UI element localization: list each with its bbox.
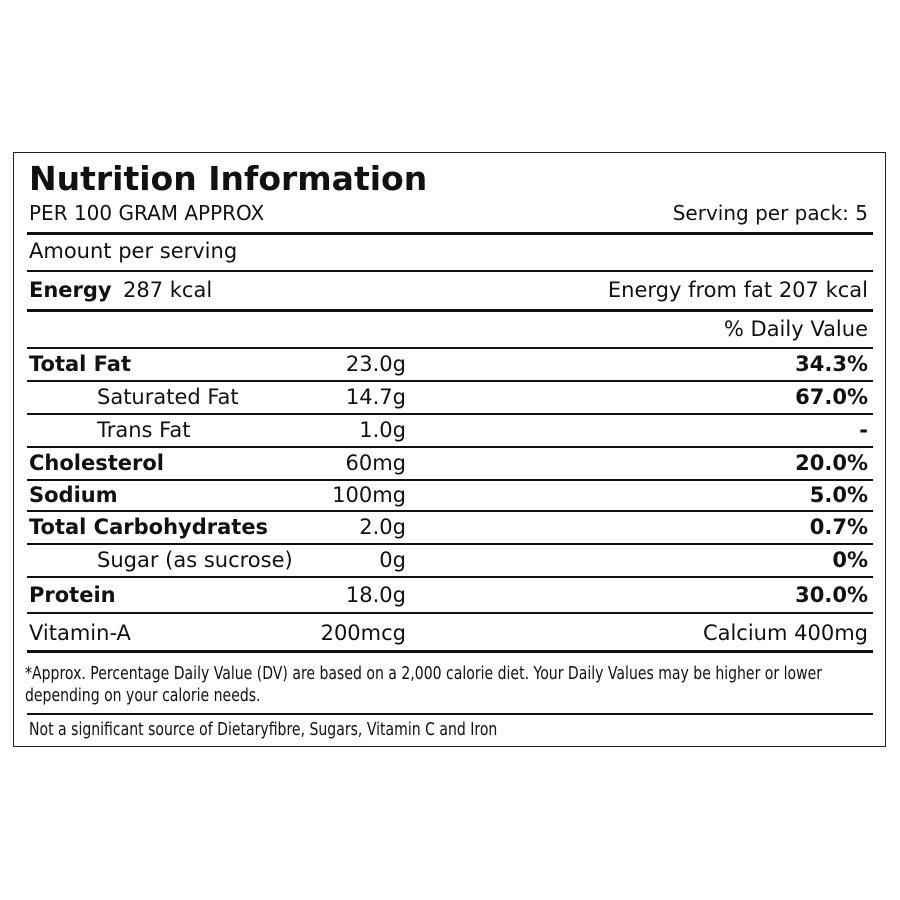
nutrient-dv: 20.0% xyxy=(795,451,868,475)
nutrient-amount: 23.0g xyxy=(345,352,406,376)
energy-value: 287 kcal xyxy=(123,278,213,302)
nutrient-name: Cholesterol xyxy=(29,451,164,475)
rule xyxy=(27,510,873,512)
rule xyxy=(27,380,873,382)
rule xyxy=(27,650,873,653)
nutrient-name: Total Fat xyxy=(29,352,132,376)
title: Nutrition Information xyxy=(29,159,428,198)
nutrient-amount: 14.7g xyxy=(345,385,406,409)
dv-heading: % Daily Value xyxy=(723,317,868,341)
rule xyxy=(27,347,873,349)
rule xyxy=(27,612,873,614)
rule xyxy=(27,232,873,235)
nutrient-dv: - xyxy=(859,418,868,442)
nutrient-dv: 0.7% xyxy=(809,515,868,539)
footnote: *Approx. Percentage Daily Value (DV) are… xyxy=(25,663,823,706)
note: Not a significant source of Dietaryfibre… xyxy=(29,719,498,740)
nutrient-name: Protein xyxy=(29,582,116,607)
energy-label: Energy xyxy=(29,278,112,302)
servings: Serving per pack: 5 xyxy=(672,201,868,225)
nutrient-name: Total Carbohydrates xyxy=(29,515,269,539)
nutrient-dv: 0% xyxy=(832,548,868,572)
rule xyxy=(27,543,873,545)
nutrient-amount: 2.0g xyxy=(359,515,406,539)
vitamin-label: Vitamin-A xyxy=(29,621,131,645)
rule xyxy=(27,479,873,481)
nutrient-amount: 100mg xyxy=(332,483,406,507)
basis: PER 100 GRAM APPROX xyxy=(29,201,265,225)
nutrient-name: Saturated Fat xyxy=(97,385,239,409)
rule xyxy=(27,413,873,415)
nutrient-amount: 1.0g xyxy=(359,418,406,442)
amount-label: Amount per serving xyxy=(29,239,238,263)
label-box xyxy=(13,152,886,747)
rule xyxy=(27,446,873,448)
rule xyxy=(27,270,873,272)
energy-from-fat: Energy from fat 207 kcal xyxy=(607,278,868,302)
rule xyxy=(27,309,873,312)
rule xyxy=(27,576,873,578)
nutrient-dv: 67.0% xyxy=(795,385,868,409)
nutrient-dv: 5.0% xyxy=(809,483,868,507)
nutrient-amount: 60mg xyxy=(345,451,406,475)
nutrient-name: Sugar (as sucrose) xyxy=(97,548,293,572)
calcium: Calcium 400mg xyxy=(702,621,868,645)
nutrient-amount: 0g xyxy=(379,548,406,572)
nutrient-dv: 34.3% xyxy=(795,352,868,376)
nutrient-name: Trans Fat xyxy=(97,418,191,442)
vitamin-value: 200mcg xyxy=(320,621,406,645)
nutrient-dv: 30.0% xyxy=(795,582,868,607)
nutrient-amount: 18.0g xyxy=(345,582,406,607)
rule xyxy=(27,713,873,715)
nutrient-name: Sodium xyxy=(29,483,118,507)
